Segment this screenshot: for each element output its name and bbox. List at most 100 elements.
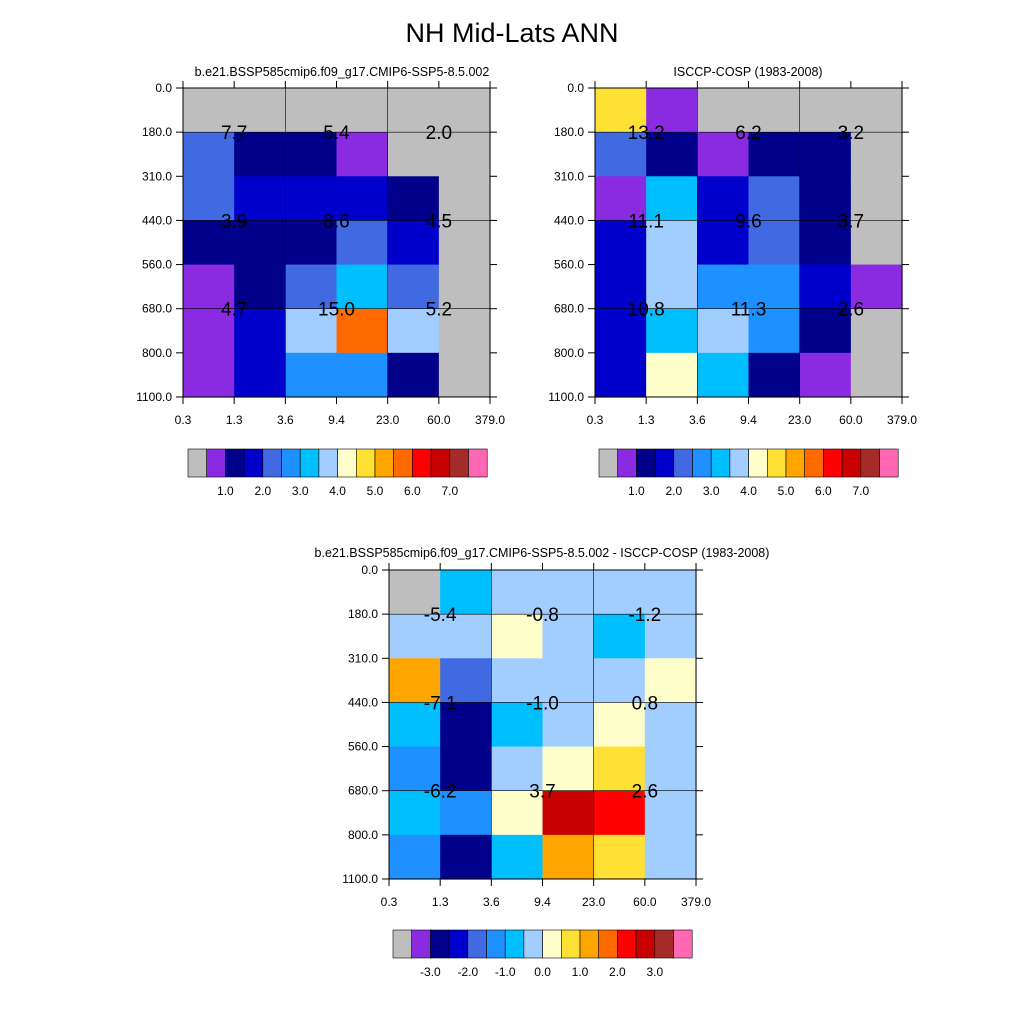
heatmap-cell bbox=[387, 176, 440, 222]
heatmap-cell bbox=[697, 88, 750, 133]
y-tick-label: 800.0 bbox=[554, 346, 584, 360]
heatmap-cell bbox=[491, 746, 544, 792]
heatmap-cell bbox=[440, 570, 492, 615]
cell-value-label: -7.1 bbox=[424, 693, 457, 714]
cell-value-label: 4.7 bbox=[221, 300, 247, 321]
heatmap-cell bbox=[491, 658, 544, 704]
heatmap-cell bbox=[748, 176, 801, 222]
heatmap-cell bbox=[697, 176, 750, 222]
heatmap-cell bbox=[850, 176, 903, 222]
heatmap-cell bbox=[389, 614, 441, 659]
heatmap-cell bbox=[748, 132, 801, 177]
colorbar-swatch bbox=[449, 448, 469, 478]
heatmap-cell bbox=[850, 264, 903, 310]
heatmap-cell bbox=[387, 308, 440, 354]
heatmap-cell bbox=[183, 308, 235, 354]
x-tick-label: 60.0 bbox=[427, 413, 451, 427]
heatmap-cell bbox=[850, 220, 903, 266]
heatmap-cell bbox=[336, 132, 389, 177]
heatmap-cell bbox=[234, 352, 286, 398]
colorbar-label: 3.0 bbox=[646, 965, 663, 979]
heatmap-cell bbox=[542, 658, 595, 704]
colorbar-label: 2.0 bbox=[665, 484, 682, 498]
colorbar-label: -1.0 bbox=[495, 965, 516, 979]
x-tick-label: 9.4 bbox=[328, 413, 345, 427]
cell-value-label: 5.2 bbox=[426, 300, 452, 321]
heatmap-cell bbox=[285, 132, 338, 177]
heatmap-cell bbox=[595, 132, 647, 177]
heatmap-cell bbox=[748, 352, 801, 398]
x-tick-label: 3.6 bbox=[277, 413, 294, 427]
heatmap-cell bbox=[595, 308, 647, 354]
heatmap-cell bbox=[595, 352, 647, 398]
heatmap-cell bbox=[542, 702, 595, 748]
colorbar-label: 3.0 bbox=[703, 484, 720, 498]
heatmap-cell bbox=[336, 176, 389, 222]
colorbar-label: 4.0 bbox=[740, 484, 757, 498]
heatmap-cell bbox=[389, 658, 441, 704]
colorbar-swatch bbox=[448, 929, 469, 959]
heatmap-cell bbox=[234, 88, 286, 133]
y-tick-label: 180.0 bbox=[348, 607, 378, 621]
heatmap-cell bbox=[644, 790, 697, 836]
colorbar-swatch bbox=[392, 929, 413, 959]
heatmap-cell bbox=[183, 88, 235, 133]
heatmap-cell bbox=[336, 352, 389, 398]
colorbar-swatch bbox=[766, 448, 787, 478]
y-tick-label: 680.0 bbox=[554, 302, 584, 316]
heatmap-cell bbox=[697, 132, 750, 177]
heatmap-cell bbox=[491, 614, 544, 659]
colorbar-label: 1.0 bbox=[628, 484, 645, 498]
x-tick-label: 379.0 bbox=[475, 413, 505, 427]
x-tick-label: 9.4 bbox=[740, 413, 757, 427]
heatmap-cell bbox=[285, 88, 338, 133]
heatmap-cell bbox=[438, 220, 491, 266]
heatmap-cell bbox=[748, 88, 801, 133]
heatmap-cell bbox=[799, 176, 852, 222]
y-tick-label: 0.0 bbox=[155, 81, 172, 95]
heatmap-cell bbox=[799, 264, 852, 310]
heatmap-cell bbox=[542, 614, 595, 659]
colorbar-swatch bbox=[617, 929, 637, 959]
heatmap-cell bbox=[646, 220, 698, 266]
x-tick-label: 3.6 bbox=[483, 895, 500, 909]
x-tick-label: 1.3 bbox=[638, 413, 655, 427]
colorbar-label: 1.0 bbox=[572, 965, 589, 979]
heatmap-cell bbox=[644, 570, 697, 615]
y-tick-label: 800.0 bbox=[142, 346, 172, 360]
colorbar-swatch bbox=[579, 929, 600, 959]
x-tick-label: 23.0 bbox=[582, 895, 606, 909]
y-tick-label: 440.0 bbox=[142, 213, 172, 227]
x-tick-label: 9.4 bbox=[534, 895, 551, 909]
heatmap-cell bbox=[234, 220, 286, 266]
y-tick-label: 440.0 bbox=[348, 695, 378, 709]
colorbar-swatch bbox=[841, 448, 862, 478]
heatmap-cell bbox=[285, 176, 338, 222]
heatmap-cell bbox=[438, 176, 491, 222]
heatmap-cell bbox=[389, 570, 441, 615]
colorbar-swatch bbox=[617, 448, 637, 478]
cell-value-label: -5.4 bbox=[424, 605, 457, 626]
panel-observations: ISCCP-COSP (1983-2008) 0.0 180.0 310.0 440.0… bbox=[548, 65, 917, 498]
colorbar-label: 5.0 bbox=[778, 484, 795, 498]
heatmap-cell bbox=[799, 132, 852, 177]
heatmap-cell bbox=[285, 220, 338, 266]
colorbar-swatch bbox=[486, 929, 506, 959]
heatmap-cell bbox=[285, 308, 338, 354]
x-tick-label: 60.0 bbox=[633, 895, 657, 909]
heatmap-cell bbox=[387, 88, 440, 133]
cell-value-label: -6.2 bbox=[424, 782, 457, 803]
x-tick-label: 1.3 bbox=[226, 413, 243, 427]
cell-value-label: -0.8 bbox=[526, 605, 559, 626]
colorbar-swatch bbox=[636, 448, 656, 478]
cell-value-label: 10.8 bbox=[628, 300, 665, 321]
heatmap-cell bbox=[183, 220, 235, 266]
colorbar-swatch bbox=[355, 448, 376, 478]
colorbar-swatch bbox=[673, 929, 693, 959]
heatmap-cell bbox=[799, 308, 852, 354]
x-tick-label: 3.6 bbox=[689, 413, 706, 427]
heatmap-cell bbox=[387, 220, 440, 266]
colorbar-swatch bbox=[243, 448, 264, 478]
heatmap-cell bbox=[593, 614, 646, 659]
y-tick-label: 560.0 bbox=[142, 258, 172, 272]
